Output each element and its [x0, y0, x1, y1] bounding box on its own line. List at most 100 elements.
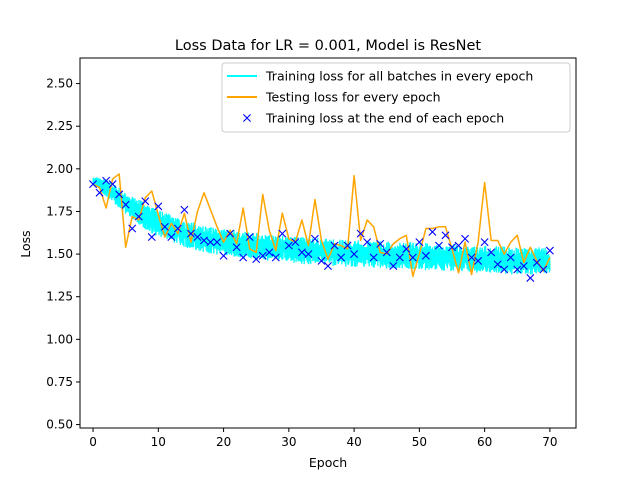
y-axis-ticks: 0.50 0.75 1.00 1.25 1.50 1.75 2.00 2.25 2.50: [46, 77, 80, 432]
training-end-marker: [206, 238, 215, 247]
training-end-marker: [271, 253, 280, 262]
training-end-marker: [173, 224, 182, 233]
x-tick-label: 70: [542, 435, 557, 449]
training-end-marker: [337, 253, 346, 262]
y-tick-label: 2.25: [46, 119, 73, 133]
training-end-marker: [167, 233, 176, 242]
training-end-marker: [304, 250, 313, 259]
legend-label: Testing loss for every epoch: [265, 90, 441, 105]
legend-frame: [221, 62, 571, 133]
training-end-marker: [226, 229, 235, 238]
training-end-marker: [317, 256, 326, 265]
legend-marker-training-end: [243, 114, 251, 122]
legend-label: Training loss for all batches in every e…: [265, 69, 533, 84]
training-end-marker: [376, 239, 385, 248]
training-end-marker: [421, 251, 430, 260]
training-end-marker: [297, 248, 306, 257]
y-tick-label: 0.50: [46, 418, 73, 432]
training-end-marker: [121, 200, 130, 209]
training-end-marker: [532, 258, 541, 267]
training-end-marker: [539, 265, 548, 274]
training-end-marker: [467, 253, 476, 262]
training-end-marker: [239, 253, 248, 262]
plot-frame: [79, 57, 577, 429]
training-end-marker: [363, 238, 372, 247]
training-end-marker: [154, 202, 163, 211]
training-end-marker: [493, 260, 502, 269]
x-tick-label: 60: [477, 435, 492, 449]
y-axis-label: Loss: [18, 230, 33, 257]
series-training-batches-band: [92, 177, 551, 275]
training-end-marker: [428, 227, 437, 236]
plot-area: [89, 173, 554, 282]
training-end-marker: [434, 241, 443, 250]
training-end-marker: [89, 180, 98, 189]
training-end-marker: [487, 248, 496, 257]
training-end-marker: [291, 238, 300, 247]
training-end-marker: [278, 229, 287, 238]
training-end-marker: [265, 248, 274, 257]
training-end-marker: [102, 176, 111, 185]
training-end-marker: [519, 262, 528, 271]
training-end-marker: [395, 253, 404, 262]
x-tick-label: 30: [281, 435, 296, 449]
training-end-marker: [200, 236, 208, 245]
training-end-marker: [252, 255, 261, 264]
x-tick-label: 20: [216, 435, 231, 449]
training-end-marker: [108, 180, 117, 189]
training-end-marker: [160, 222, 169, 231]
y-tick-label: 2.50: [46, 77, 73, 91]
training-end-marker: [545, 246, 554, 255]
training-end-marker: [180, 205, 189, 214]
training-end-marker: [213, 238, 222, 247]
training-end-marker: [402, 244, 411, 253]
series-testing-loss-line: [92, 173, 551, 277]
y-tick-label: 1.25: [46, 290, 73, 304]
training-end-marker: [95, 188, 104, 197]
chart-title: Loss Data for LR = 0.001, Model is ResNe…: [175, 38, 481, 54]
training-end-marker: [441, 231, 450, 240]
training-end-marker: [474, 256, 483, 265]
training-end-marker: [448, 243, 456, 252]
training-end-marker: [350, 250, 359, 259]
training-end-marker: [356, 229, 365, 238]
training-end-marker: [369, 253, 378, 262]
x-tick-label: 0: [89, 435, 97, 449]
training-end-marker: [526, 273, 535, 282]
training-end-marker: [147, 233, 156, 242]
x-axis-ticks: 0 10 20 30 40 50 60 70: [89, 428, 558, 449]
training-end-marker: [454, 241, 463, 250]
legend: Training loss for all batches in every e…: [221, 62, 571, 133]
training-end-marker: [513, 265, 522, 274]
training-end-marker: [245, 233, 254, 242]
training-end-marker: [480, 238, 489, 247]
legend-label: Training loss at the end of each epoch: [265, 111, 504, 126]
training-end-marker: [408, 253, 417, 262]
training-end-marker: [115, 190, 124, 199]
x-tick-label: 40: [346, 435, 361, 449]
training-end-marker: [461, 234, 470, 243]
training-end-marker: [284, 241, 293, 250]
x-axis-label: Epoch: [309, 455, 347, 470]
training-end-marker: [506, 253, 515, 262]
x-tick-label: 50: [412, 435, 427, 449]
training-end-marker: [232, 243, 241, 252]
training-end-marker: [382, 248, 391, 257]
training-end-marker: [219, 251, 228, 260]
y-tick-label: 1.00: [46, 332, 73, 346]
training-end-marker: [310, 234, 319, 243]
training-end-marker: [330, 241, 339, 250]
training-end-marker: [193, 233, 202, 242]
y-tick-label: 1.50: [46, 247, 73, 261]
training-end-marker: [128, 224, 137, 233]
training-end-marker: [415, 238, 424, 247]
y-tick-label: 2.00: [46, 162, 73, 176]
y-tick-label: 1.75: [46, 204, 73, 218]
x-tick-label: 10: [151, 435, 166, 449]
training-end-marker: [343, 241, 352, 250]
training-end-marker: [258, 251, 267, 260]
y-tick-label: 0.75: [46, 375, 73, 389]
training-end-marker: [186, 229, 195, 238]
